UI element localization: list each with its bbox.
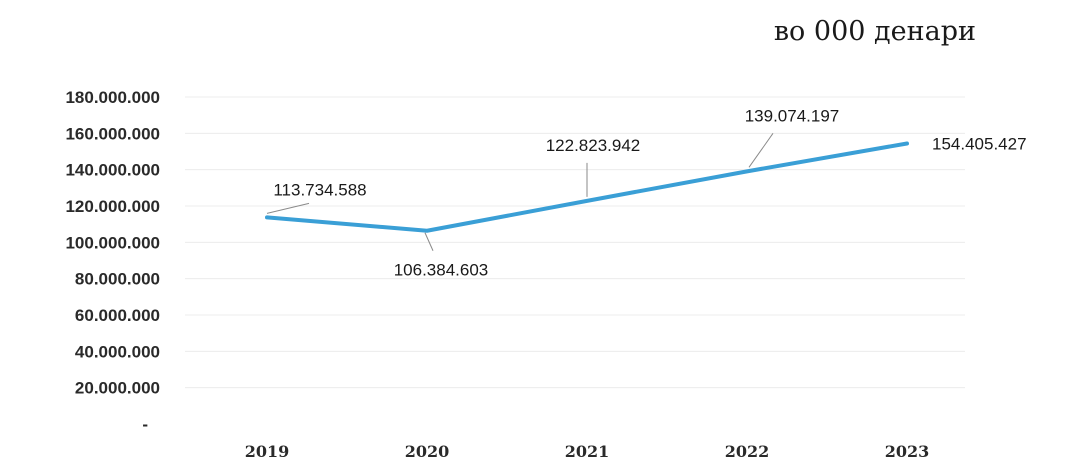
y-tick-label: 100.000.000 xyxy=(65,233,160,252)
x-tick-label: 2020 xyxy=(405,442,450,461)
data-label-leaders xyxy=(266,133,774,251)
x-tick-label: 2019 xyxy=(245,442,290,461)
y-tick-label: 180.000.000 xyxy=(65,88,160,107)
y-tick-label: 140.000.000 xyxy=(65,161,160,180)
data-label: 122.823.942 xyxy=(546,136,641,155)
x-axis-ticks: 2019 2020 2021 2022 2023 xyxy=(245,442,930,461)
y-tick-label: 160.000.000 xyxy=(65,124,160,143)
data-label-leader xyxy=(748,133,774,168)
data-label: 106.384.603 xyxy=(394,261,489,280)
data-label-leader xyxy=(266,202,310,214)
y-tick-label: 40.000.000 xyxy=(75,342,160,361)
y-tick-label: 60.000.000 xyxy=(75,306,160,325)
x-tick-label: 2023 xyxy=(885,442,930,461)
data-label: 139.074.197 xyxy=(745,106,840,125)
series xyxy=(265,141,909,233)
x-tick-label: 2021 xyxy=(565,442,610,461)
gridlines xyxy=(185,96,965,389)
data-label-leader xyxy=(424,232,434,251)
unit-label: во 000 денари xyxy=(774,16,976,47)
y-tick-label: - xyxy=(142,415,148,434)
y-tick-label: 80.000.000 xyxy=(75,270,160,289)
y-tick-label: 120.000.000 xyxy=(65,197,160,216)
y-axis-ticks: - 20.000.000 40.000.000 60.000.000 80.000.00… xyxy=(65,88,160,434)
y-tick-label: 20.000.000 xyxy=(75,379,160,398)
data-labels: 113.734.588 106.384.603 122.823.942 139.074… xyxy=(273,106,1026,279)
data-label: 113.734.588 xyxy=(273,180,366,199)
x-tick-label: 2022 xyxy=(725,442,770,461)
data-label: 154.405.427 xyxy=(932,134,1027,153)
